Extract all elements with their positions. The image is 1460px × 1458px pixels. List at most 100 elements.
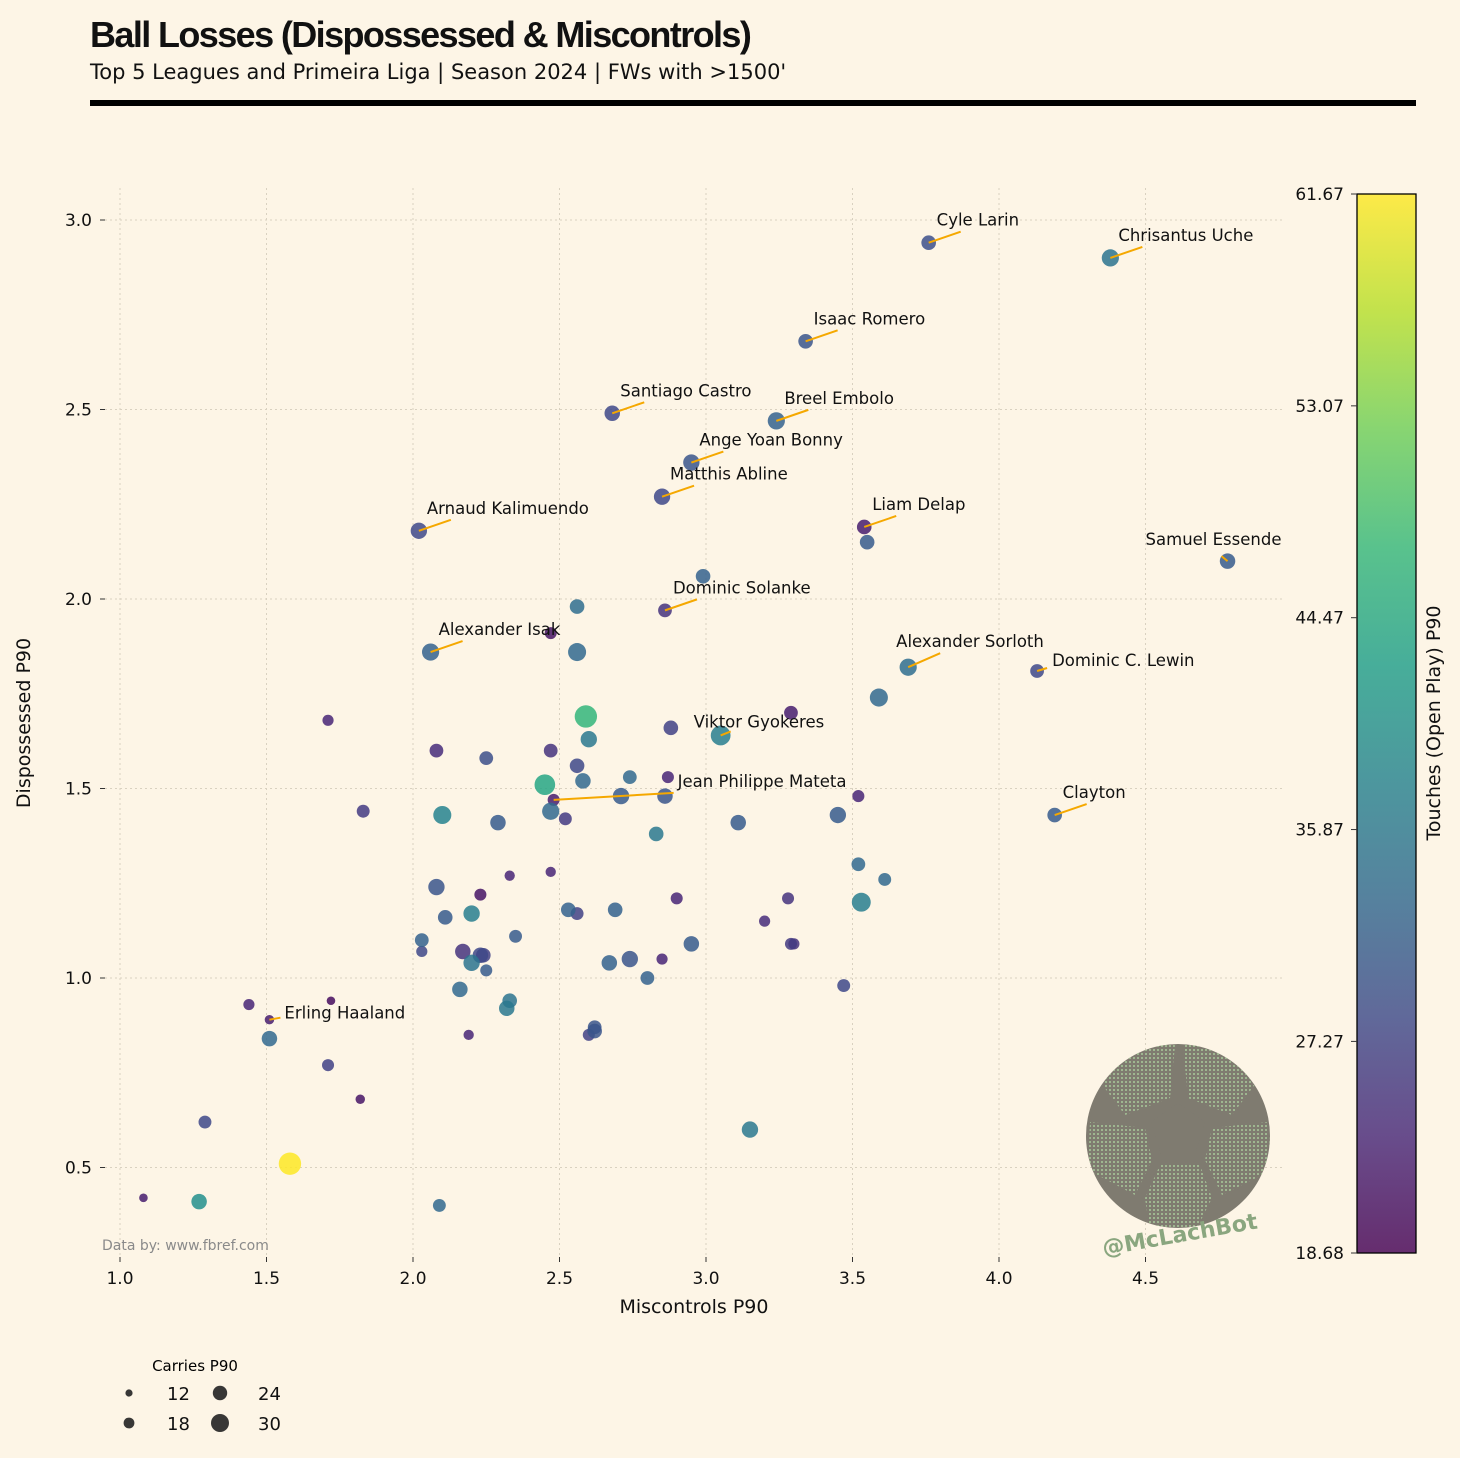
size-legend-marker xyxy=(125,1389,133,1397)
x-tick-label: 3.5 xyxy=(839,1269,866,1289)
annotation-line xyxy=(430,640,463,654)
data-point xyxy=(463,1029,474,1041)
chart-subtitle: Top 5 Leagues and Primeira Liga | Season… xyxy=(90,60,787,84)
data-point xyxy=(463,954,480,972)
data-point xyxy=(657,788,673,804)
player-label: Erling Haaland xyxy=(284,1004,405,1023)
player-label: Clayton xyxy=(1063,783,1126,802)
data-point xyxy=(433,806,452,825)
data-point xyxy=(852,790,865,803)
data-point xyxy=(574,705,598,728)
size-legend-label: 12 xyxy=(167,1384,190,1405)
data-point xyxy=(656,953,668,965)
colorbar: Touches (Open Play) P90 18.68 27.27 35.87 4… xyxy=(1295,185,1445,1264)
data-point xyxy=(730,814,746,831)
data-point xyxy=(499,1000,515,1017)
x-tick-label: 2.0 xyxy=(399,1269,426,1289)
size-legend-title: Carries P90 xyxy=(152,1357,238,1375)
player-label: Dominic C. Lewin xyxy=(1052,651,1194,670)
data-point xyxy=(509,929,522,943)
player-label: Chrisantus Uche xyxy=(1118,226,1253,245)
player-label: Isaac Romero xyxy=(814,309,926,328)
data-point xyxy=(640,971,655,985)
player-label: Liam Delap xyxy=(872,495,965,514)
x-tick-label: 4.0 xyxy=(985,1269,1012,1289)
y-tick-label: 2.5 xyxy=(65,401,92,421)
annotation-line xyxy=(1220,555,1229,562)
player-label: Alexander Isak xyxy=(439,620,561,639)
data-point xyxy=(759,915,771,927)
data-point xyxy=(683,936,700,952)
data-point xyxy=(198,1115,212,1129)
data-point xyxy=(261,1030,278,1047)
data-point xyxy=(191,1193,207,1210)
data-point xyxy=(542,802,560,820)
data-point xyxy=(670,892,683,905)
x-axis-label: Miscontrols P90 xyxy=(619,1296,768,1318)
annotation-line xyxy=(1054,803,1087,816)
data-point xyxy=(278,1152,302,1175)
size-legend-label: 18 xyxy=(167,1414,190,1435)
data-point xyxy=(587,1023,602,1039)
data-point xyxy=(355,1094,365,1105)
points xyxy=(139,235,1236,1212)
y-tick-label: 3.0 xyxy=(65,211,92,231)
data-point xyxy=(545,866,556,878)
player-label: Ange Yoan Bonny xyxy=(699,431,843,450)
annotations: Cyle Larin Chrisantus Uche Isaac Romero San… xyxy=(269,211,1281,1023)
annotation-line xyxy=(664,598,698,612)
data-point xyxy=(569,599,585,614)
data-point xyxy=(878,873,892,886)
data-point xyxy=(243,998,255,1011)
player-point xyxy=(1047,807,1062,823)
data-point xyxy=(544,627,557,640)
title-divider xyxy=(90,100,1416,106)
colorbar-tick-label: 44.47 xyxy=(1295,609,1344,629)
data-point xyxy=(558,812,572,826)
data-point xyxy=(622,770,637,785)
player-label: Cyle Larin xyxy=(937,211,1019,230)
player-label: Dominic Solanke xyxy=(673,578,811,597)
data-point xyxy=(326,996,336,1006)
data-point xyxy=(837,979,851,993)
annotation-line xyxy=(1036,667,1048,672)
data-point xyxy=(463,905,480,922)
y-tick-label: 0.5 xyxy=(65,1159,92,1179)
size-legend-marker xyxy=(123,1417,135,1429)
player-label: Jean Philippe Mateta xyxy=(677,772,847,791)
x-tick-label: 1.5 xyxy=(253,1269,280,1289)
annotation-line xyxy=(611,401,645,415)
y-tick-label: 2.0 xyxy=(65,590,92,610)
data-point xyxy=(580,731,597,748)
player-label: Santiago Castro xyxy=(620,381,751,400)
size-legend-marker xyxy=(212,1385,228,1401)
data-point xyxy=(416,945,428,958)
colorbar-tick-label: 61.67 xyxy=(1295,185,1344,205)
annotation-line xyxy=(1110,245,1143,259)
colorbar-tick-label: 27.27 xyxy=(1295,1032,1344,1052)
data-point xyxy=(695,568,711,584)
data-point xyxy=(139,1193,148,1203)
size-legend-label: 24 xyxy=(258,1384,281,1405)
data-point xyxy=(322,1059,335,1072)
data-point xyxy=(322,714,334,726)
colorbar-tick-label: 53.07 xyxy=(1295,397,1344,417)
data-point xyxy=(474,888,487,901)
size-legend-label: 30 xyxy=(258,1414,281,1435)
annotation-line xyxy=(928,230,962,244)
data-point xyxy=(648,826,664,842)
annotation-line xyxy=(553,791,674,801)
data-point xyxy=(569,758,585,774)
annotation-line xyxy=(775,408,809,422)
annotation-line xyxy=(691,450,724,464)
data-point xyxy=(490,814,506,831)
player-point xyxy=(264,1014,275,1025)
player-label: Matthis Abline xyxy=(670,465,788,484)
data-point xyxy=(437,910,453,925)
data-point xyxy=(601,955,618,971)
annotation-line xyxy=(805,329,838,343)
y-tick-label: 1.5 xyxy=(65,780,92,800)
player-point xyxy=(421,643,440,661)
data-point xyxy=(741,1121,759,1138)
